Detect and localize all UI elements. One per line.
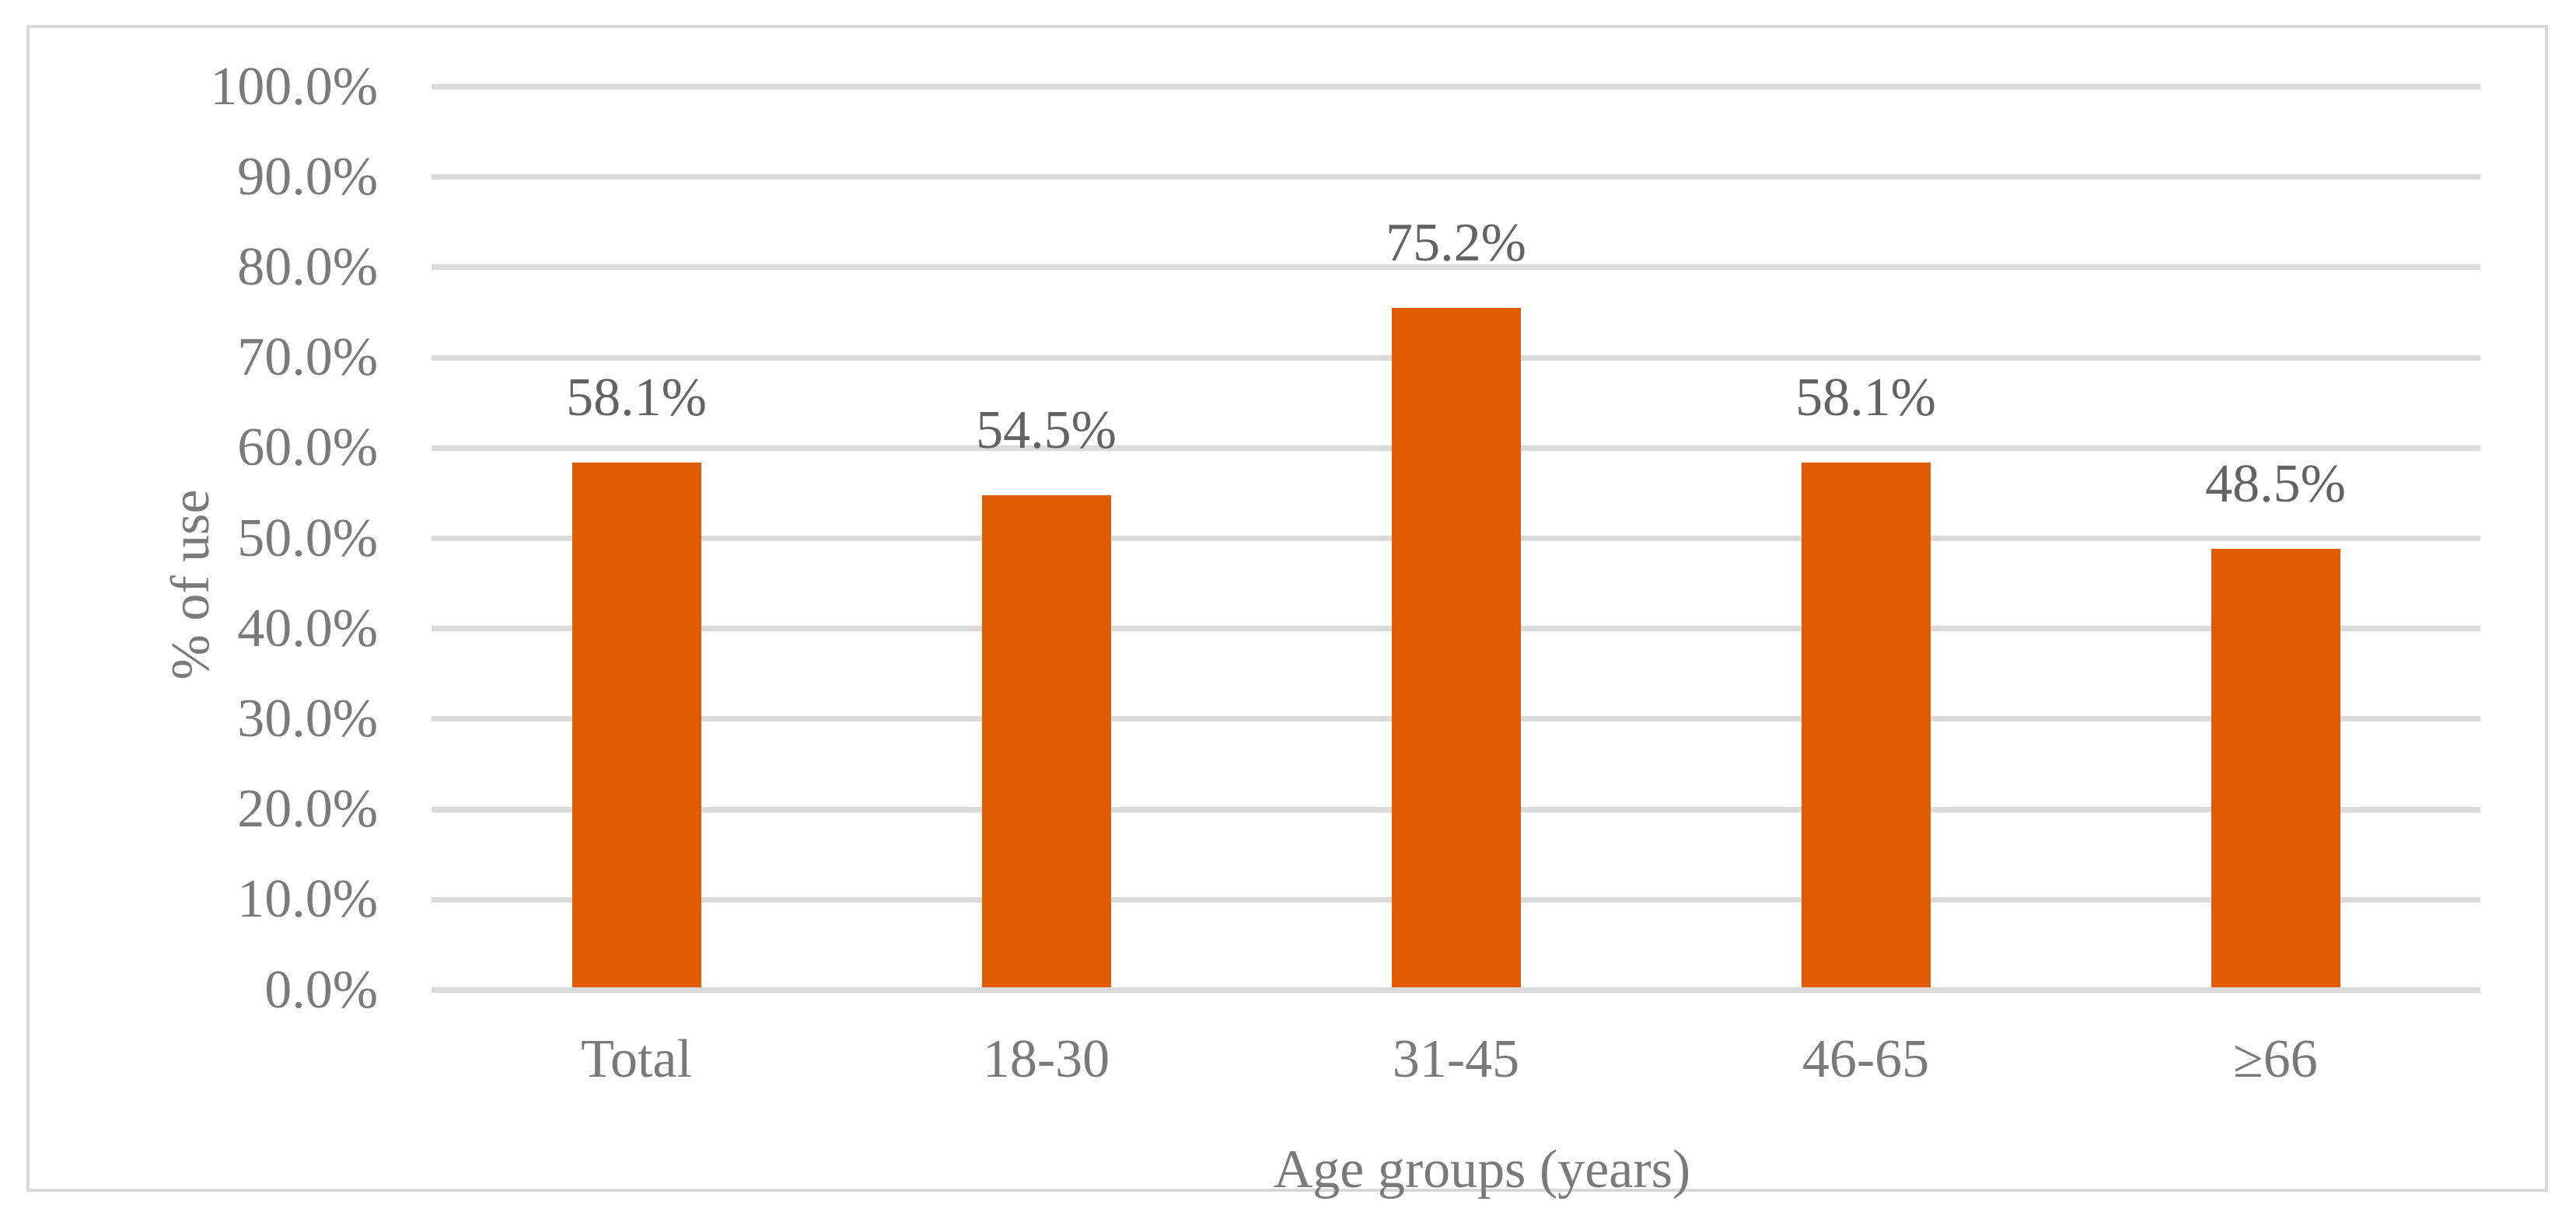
gridline <box>432 84 2480 89</box>
x-tick-label: ≥66 <box>2233 1029 2318 1089</box>
y-tick-label: 40.0% <box>237 598 378 658</box>
bar-data-label: 75.2% <box>1386 213 1526 274</box>
gridline <box>432 174 2480 180</box>
y-tick-label: 50.0% <box>237 508 378 568</box>
y-tick-label: 30.0% <box>237 688 378 749</box>
y-tick-label: 80.0% <box>237 236 378 297</box>
y-tick-label: 100.0% <box>210 56 378 117</box>
bar-data-label: 54.5% <box>976 400 1117 460</box>
bar <box>1801 462 1931 987</box>
bar <box>1391 308 1521 987</box>
bar <box>981 494 1111 987</box>
x-tick-label: 46-65 <box>1802 1029 1930 1089</box>
y-tick-label: 20.0% <box>237 779 378 840</box>
y-tick-label: 90.0% <box>237 146 378 207</box>
x-axis-title: Age groups (years) <box>1273 1140 1691 1200</box>
gridline <box>432 264 2480 271</box>
bar <box>2211 549 2340 987</box>
bar-data-label: 58.1% <box>566 367 707 428</box>
x-tick-label: 18-30 <box>982 1029 1110 1089</box>
x-tick-label: Total <box>581 1029 692 1089</box>
y-tick-label: 70.0% <box>237 327 378 388</box>
y-tick-label: 10.0% <box>237 869 378 930</box>
x-tick-label: 31-45 <box>1392 1029 1520 1089</box>
bar-data-label: 58.1% <box>1795 367 1936 428</box>
y-axis-title: % of use <box>161 489 221 680</box>
bar <box>571 462 701 987</box>
y-tick-label: 60.0% <box>237 417 378 478</box>
chart-frame: 0.0% 10.0% 20.0% 30.0% 40.0% 50.0% 60.0% 70.0% 8… <box>26 25 2548 1199</box>
gridline <box>432 987 2480 993</box>
bar-data-label: 48.5% <box>2205 454 2346 515</box>
y-tick-label: 0.0% <box>264 959 378 1020</box>
